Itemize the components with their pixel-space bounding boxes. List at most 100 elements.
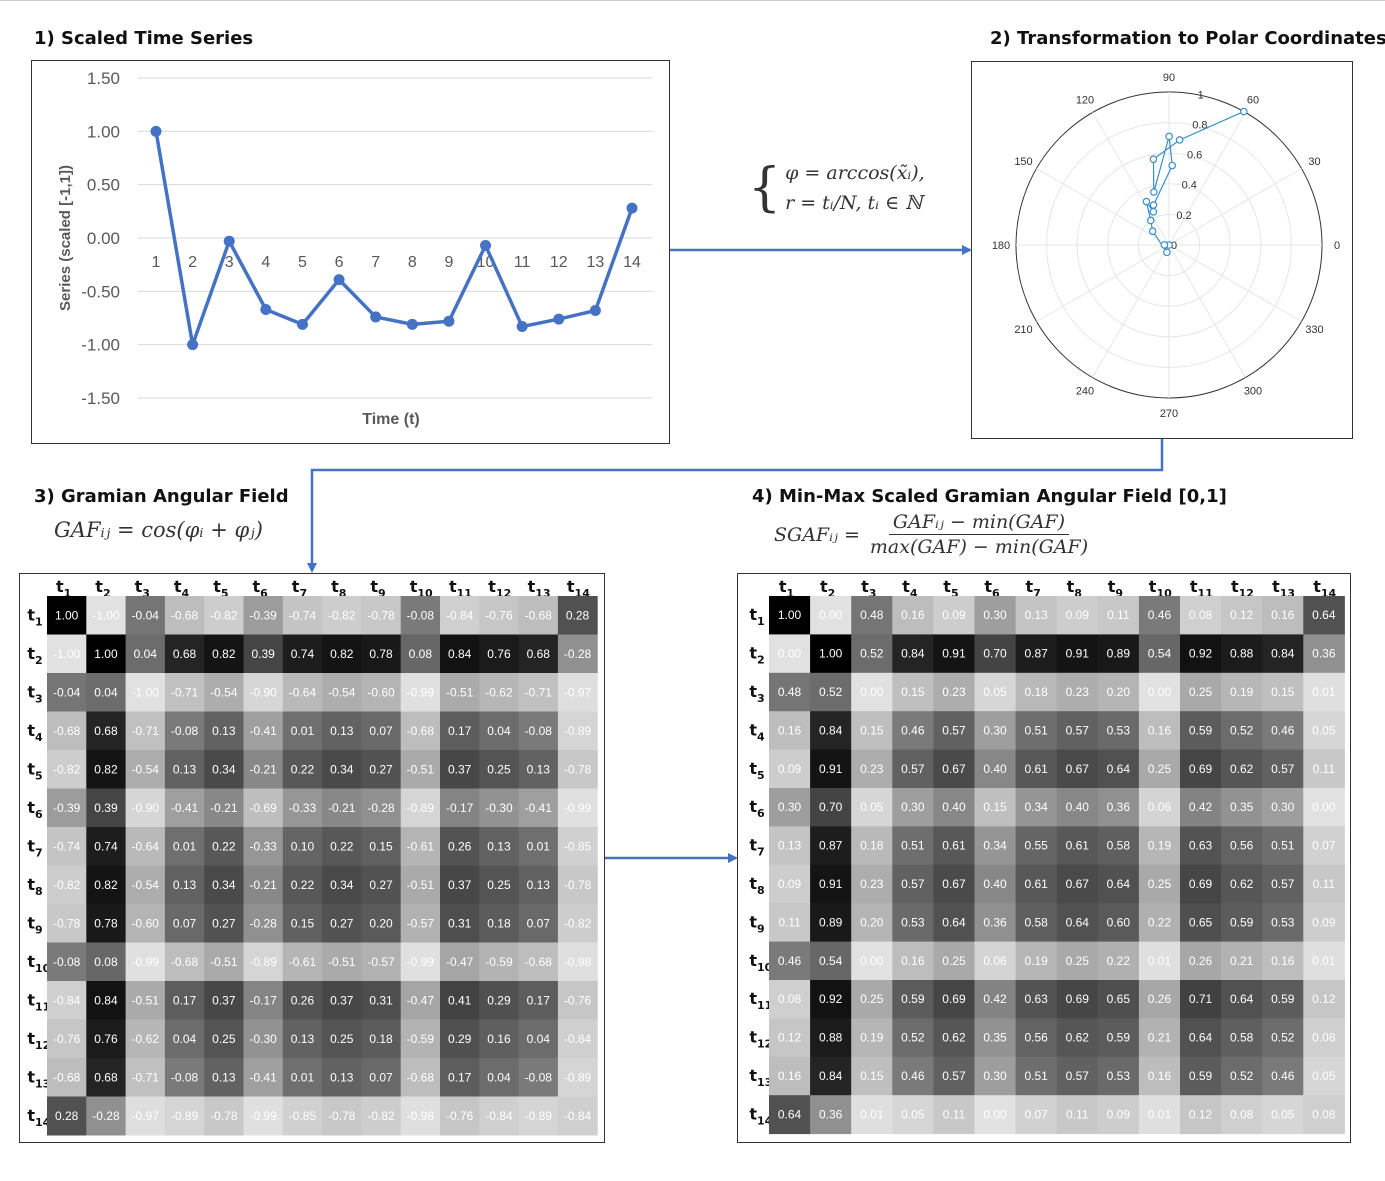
series-point	[443, 315, 455, 327]
heatmap-cell-value: -0.28	[564, 647, 592, 661]
heatmap-cell	[125, 1096, 166, 1136]
heatmap-cell-value: 0.40	[983, 762, 1007, 776]
heatmap-cell	[125, 788, 166, 828]
heatmap-cell-value: 0.01	[291, 1070, 315, 1084]
heatmap-cell-value: 0.26	[1148, 992, 1172, 1006]
heatmap-cell	[1097, 1018, 1140, 1058]
heatmap-cell-value: 0.59	[1189, 723, 1213, 737]
series-point	[626, 202, 638, 214]
heatmap-cell-value: 0.01	[1312, 685, 1336, 699]
polar-series-point	[1148, 227, 1157, 235]
heatmap-cell	[243, 981, 284, 1020]
heatmap-cell-value: 0.61	[1066, 839, 1090, 853]
heatmap-cell	[769, 941, 811, 981]
heatmap-cell-value: 0.92	[819, 992, 843, 1006]
heatmap-cell-value: 0.82	[94, 878, 118, 892]
polar-series-point	[1149, 207, 1158, 216]
heatmap-cell	[164, 673, 205, 712]
column-header-index: 5	[951, 587, 959, 600]
heatmap-cell	[851, 1018, 893, 1058]
heatmap-cell-value: 0.35	[983, 1031, 1007, 1045]
polar-angle-label: 120	[1076, 95, 1094, 107]
heatmap-cell	[810, 672, 852, 712]
heatmap-cell	[479, 1019, 520, 1059]
x-category-label: 8	[408, 254, 417, 271]
heatmap-cell-value: 0.09	[778, 762, 802, 776]
heatmap-cell-value: 0.30	[1271, 800, 1295, 814]
row-header-t: t	[749, 1104, 757, 1123]
heatmap-cell	[1180, 634, 1222, 674]
heatmap-cell-value: 0.05	[1271, 1107, 1295, 1121]
heatmap-cell	[933, 672, 975, 712]
heatmap-cell	[1180, 596, 1222, 635]
heatmap-cell	[769, 980, 811, 1019]
heatmap-cell-value: -0.89	[564, 724, 592, 738]
heatmap-cell	[204, 1019, 244, 1059]
heatmap-cell-value: 0.12	[1189, 1107, 1213, 1121]
row-header-t: t	[27, 836, 35, 855]
heatmap-cell-value: 0.59	[901, 992, 925, 1006]
heatmap-cell	[479, 673, 520, 712]
panel2-title: 2) Transformation to Polar Coordinates	[990, 28, 1385, 49]
heatmap-cell-value: -0.99	[249, 1109, 277, 1123]
heatmap-cell	[974, 1056, 1017, 1096]
heatmap-cell	[1138, 903, 1181, 943]
heatmap-cell-value: -0.68	[525, 955, 553, 969]
heatmap-cell-value: 0.84	[901, 647, 925, 661]
polar-radius-label: 0.8	[1192, 119, 1207, 131]
time-series-chart: 1.501.000.500.00-0.50-1.00-1.501 2 3 4 5 6 7 8 9…	[57, 69, 652, 428]
heatmap-cell	[810, 1056, 852, 1096]
heatmap-cell-value: -0.89	[525, 1109, 553, 1123]
heatmap-cell-value: 0.64	[1312, 608, 1336, 622]
heatmap-cell-value: 0.09	[1107, 1107, 1131, 1121]
heatmap-cell-value: -0.51	[446, 685, 474, 699]
formula-r: r = tᵢ/N, tᵢ ∈ ℕ	[785, 192, 923, 214]
heatmap-cell	[892, 826, 934, 866]
heatmap-cell-value: 0.23	[942, 685, 966, 699]
heatmap-cell	[557, 1058, 598, 1097]
y-tick-label: -1.50	[81, 389, 120, 408]
heatmap-cell-value: -0.76	[53, 1032, 81, 1046]
series-point	[150, 125, 162, 137]
polar-spoke	[1168, 112, 1246, 246]
heatmap-cell-value: 0.22	[291, 878, 315, 892]
heatmap-cell-value: -0.64	[289, 685, 317, 699]
heatmap-cell-value: 0.11	[1066, 1107, 1089, 1121]
row-header-t: t	[27, 1067, 35, 1086]
heatmap-cell-value: -0.99	[132, 955, 160, 969]
heatmap-cell	[557, 634, 598, 674]
series-point	[406, 318, 418, 330]
row-header-index: 1	[35, 615, 43, 628]
heatmap-cell-value: 0.68	[173, 647, 197, 661]
heatmap-cell	[518, 942, 559, 982]
series-point	[187, 339, 199, 351]
column-header-t: t	[861, 577, 869, 596]
row-header-index: 6	[35, 808, 43, 821]
heatmap-cell	[1303, 672, 1345, 712]
heatmap-cell-value: -0.47	[407, 993, 435, 1007]
x-category-label: 4	[261, 254, 270, 271]
row-header-label: t 12	[27, 1029, 50, 1052]
heatmap-cell-value: -0.76	[485, 608, 513, 622]
polar-series-point	[1149, 201, 1158, 209]
heatmap-cell	[1097, 941, 1140, 981]
heatmap-cell	[400, 711, 441, 751]
heatmap-cell	[1056, 596, 1099, 635]
heatmap-cell	[440, 1096, 480, 1136]
polar-series-point	[1142, 197, 1151, 206]
row-header-t: t	[749, 951, 757, 970]
heatmap-cell-value: -0.62	[132, 1032, 160, 1046]
heatmap-cell	[1221, 1018, 1263, 1058]
heatmap-cell-value: -0.98	[407, 1109, 435, 1123]
heatmap-cell	[974, 826, 1017, 866]
row-header-t: t	[749, 797, 757, 816]
heatmap-cell-value: 0.82	[212, 647, 236, 661]
heatmap-cell-value: 0.58	[1107, 839, 1131, 853]
heatmap-cell	[164, 1058, 205, 1097]
heatmap-cell-value: 0.91	[942, 647, 966, 661]
row-header-t: t	[27, 1106, 35, 1125]
heatmap-cell	[164, 788, 205, 828]
